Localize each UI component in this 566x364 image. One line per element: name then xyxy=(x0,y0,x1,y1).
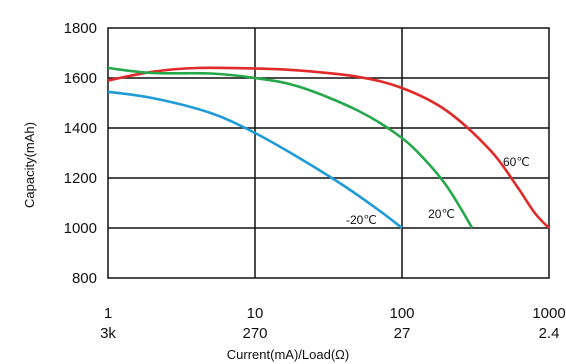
series-label: -20℃ xyxy=(346,213,377,227)
x-tick-sublabel: 27 xyxy=(394,325,411,342)
plot-area xyxy=(107,27,550,279)
y-tick-label: 1400 xyxy=(64,120,97,137)
x-tick-sublabel: 3k xyxy=(100,325,116,342)
series-label: 60℃ xyxy=(503,155,530,169)
grid-lines xyxy=(108,28,549,278)
x-axis-label: Current(mA)/Load(Ω) xyxy=(227,347,349,362)
x-tick-sublabel: 270 xyxy=(242,325,267,342)
series-line xyxy=(107,66,474,229)
x-tick-label: 1 xyxy=(104,305,112,322)
y-tick-label: 1600 xyxy=(64,70,97,87)
x-tick-label: 100 xyxy=(389,305,414,322)
x-tick-sublabel: 2.4 xyxy=(539,325,560,342)
y-tick-label: 800 xyxy=(72,270,97,287)
y-tick-label: 1800 xyxy=(64,20,97,37)
y-axis-label: Capacity(mAh) xyxy=(22,122,37,208)
y-tick-label: 1200 xyxy=(64,170,97,187)
x-tick-labels: 1 3k 10 270 100 27 1000 2.4 xyxy=(100,305,566,342)
series-labels: 60℃ 20℃ -20℃ xyxy=(346,155,530,227)
x-tick-label: 10 xyxy=(247,305,264,322)
series-label: 20℃ xyxy=(428,207,455,221)
x-tick-label: 1000 xyxy=(532,305,565,322)
series-line xyxy=(107,90,403,230)
y-tick-labels: 800 1000 1200 1400 1600 1800 xyxy=(64,20,97,287)
y-tick-label: 1000 xyxy=(64,220,97,237)
series-lines xyxy=(107,66,550,230)
series-line xyxy=(107,66,550,229)
